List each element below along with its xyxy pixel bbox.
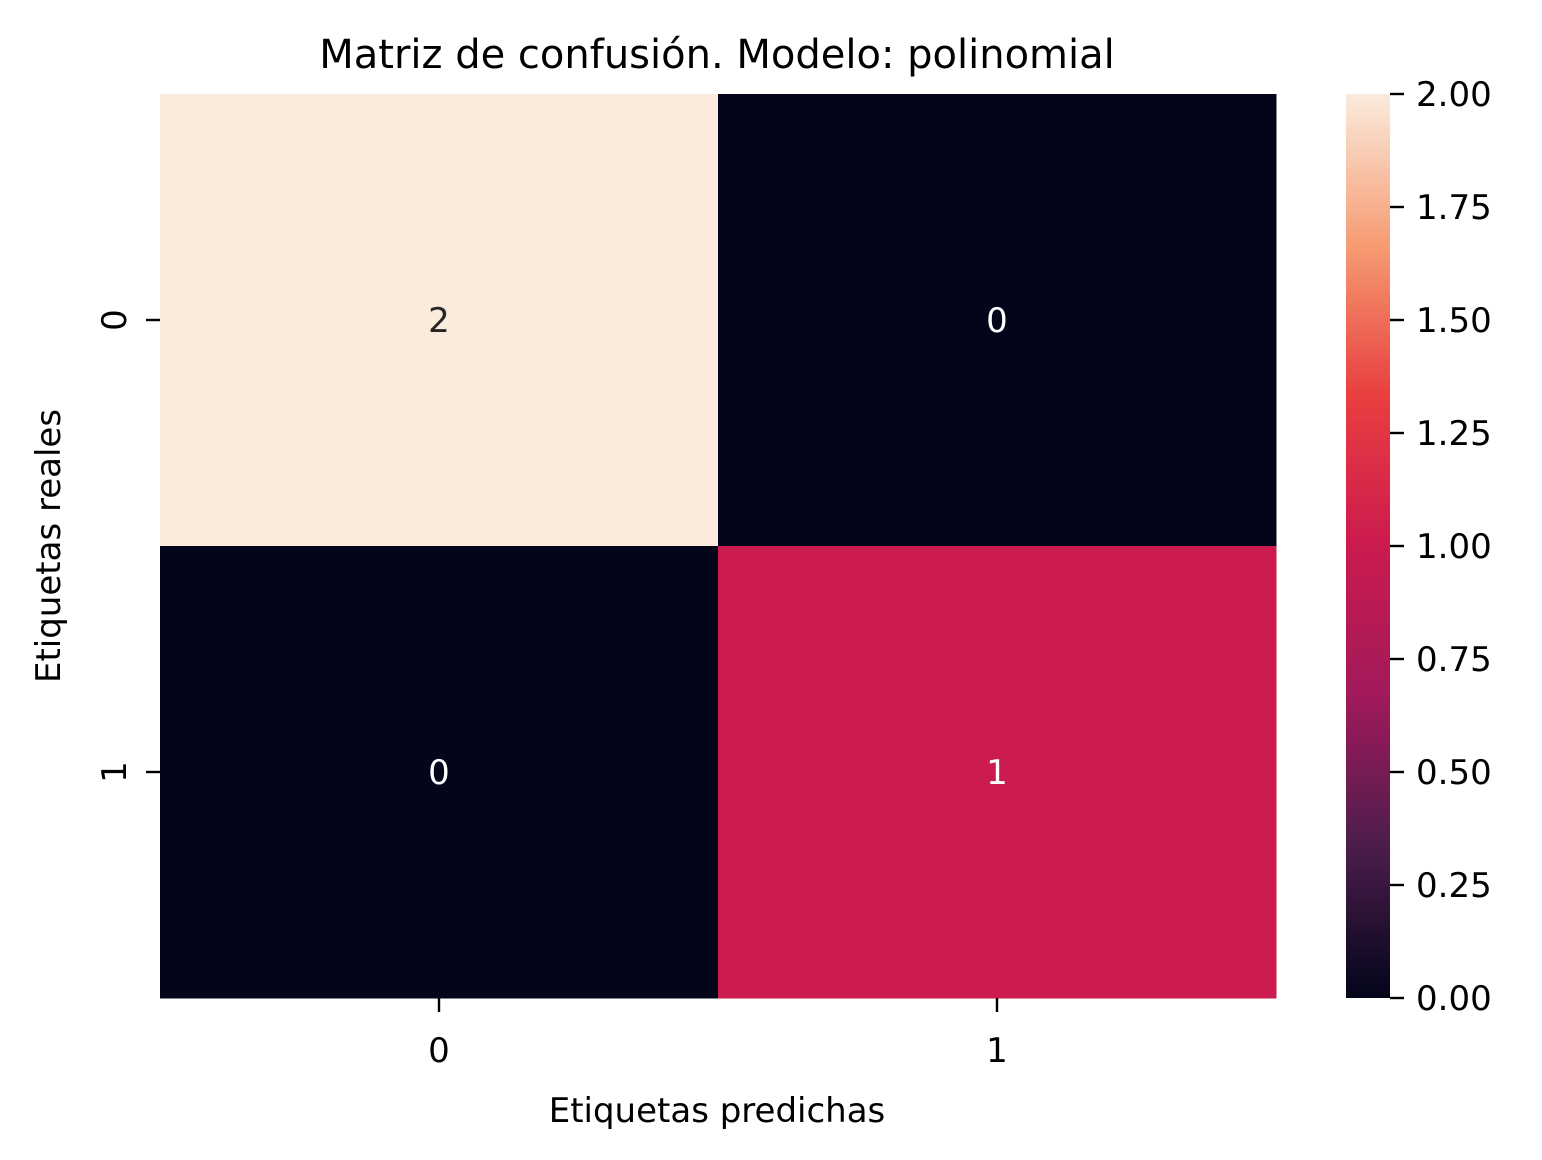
- y-axis-ticks: 01: [95, 309, 160, 783]
- cell-value-label-r1-c1: 1: [986, 753, 1008, 793]
- x-axis-label: Etiquetas predichas: [549, 1091, 886, 1131]
- cell-value-label-r0-c0: 2: [428, 301, 450, 341]
- colorbar-ticks: 0.00 0.25 0.50 0.75 1.00 1.25 1.50 1.75 2.00: [1390, 75, 1492, 1019]
- heatmap-cell-r1-c0: [160, 546, 719, 999]
- heatmap-cell-r0-c0: [160, 94, 719, 547]
- colorbar-tick-label: 2.00: [1416, 75, 1492, 115]
- heatmap-cell-labels: 2 00 1: [428, 301, 1008, 793]
- colorbar-tick-label: 0.75: [1416, 640, 1492, 680]
- colorbar-tick-label: 0.25: [1416, 866, 1492, 906]
- colorbar: [1346, 94, 1390, 998]
- heatmap-cell-r0-c1: [718, 94, 1277, 547]
- chart-title: Matriz de confusión. Modelo: polinomial: [319, 32, 1115, 78]
- heatmap-cells: [160, 94, 1277, 999]
- colorbar-tick-label: 1.75: [1416, 188, 1492, 228]
- colorbar-tick-label: 1.25: [1416, 414, 1492, 454]
- y-axis-label: Etiquetas reales: [29, 409, 69, 683]
- y-tick-label: 1: [95, 761, 135, 783]
- colorbar-tick-label: 1.50: [1416, 301, 1492, 341]
- colorbar-tick-label: 0.00: [1416, 979, 1492, 1019]
- x-tick-label: 1: [986, 1031, 1008, 1071]
- x-tick-label: 0: [428, 1031, 450, 1071]
- y-tick-label: 0: [95, 309, 135, 331]
- cell-value-label-r0-c1: 0: [986, 301, 1008, 341]
- cell-value-label-r1-c0: 0: [428, 753, 450, 793]
- colorbar-tick-label: 0.50: [1416, 753, 1492, 793]
- heatmap-cell-r1-c1: [718, 546, 1277, 999]
- colorbar-tick-label: 1.00: [1416, 527, 1492, 567]
